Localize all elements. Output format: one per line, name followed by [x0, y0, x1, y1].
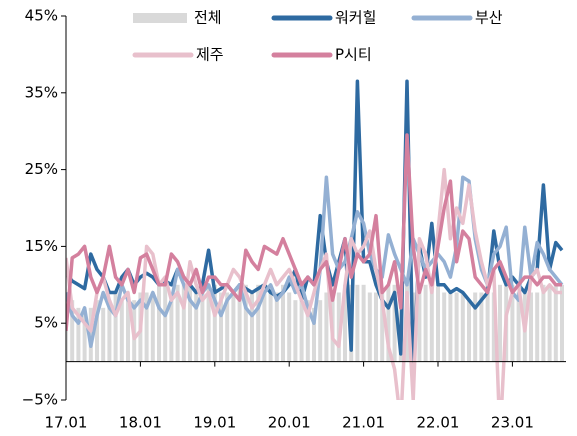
- bar: [287, 292, 292, 362]
- bar: [188, 284, 192, 362]
- bar: [343, 284, 347, 362]
- bar: [237, 284, 242, 362]
- bar: [119, 300, 124, 362]
- bar: [212, 284, 217, 362]
- y-tick-label: 45%: [25, 7, 58, 25]
- bar: [479, 292, 484, 362]
- x-tick-label: 22.01: [417, 414, 460, 432]
- bar: [200, 284, 205, 362]
- bar: [318, 300, 323, 362]
- bar: [392, 284, 397, 362]
- bar: [442, 292, 447, 362]
- bar: [485, 284, 490, 362]
- bar: [107, 300, 112, 362]
- x-tick-label: 20.01: [268, 414, 311, 432]
- bar: [380, 292, 385, 362]
- bar: [219, 292, 223, 362]
- bar: [144, 292, 149, 362]
- y-tick-label: 35%: [25, 83, 58, 101]
- bar: [473, 292, 478, 362]
- x-tick-label: 21.01: [342, 414, 385, 432]
- bar: [454, 292, 459, 362]
- bar: [541, 284, 546, 362]
- bar: [206, 284, 211, 362]
- bar: [126, 300, 130, 362]
- bar: [293, 300, 298, 362]
- bar: [101, 307, 106, 362]
- legend-label: 부산: [475, 9, 503, 27]
- bar: [547, 284, 552, 362]
- bar: [324, 292, 329, 362]
- bar: [367, 292, 372, 362]
- bar: [281, 284, 285, 362]
- bar: [194, 292, 199, 362]
- bar: [560, 284, 564, 362]
- bar: [76, 307, 81, 362]
- legend-label: 전체: [194, 9, 222, 27]
- bar: [175, 284, 180, 362]
- bar: [516, 292, 521, 362]
- bar: [553, 284, 558, 362]
- bar: [423, 284, 428, 362]
- x-tick-label: 17.01: [45, 414, 88, 432]
- bar: [299, 300, 304, 362]
- bar: [491, 292, 496, 362]
- bar: [374, 292, 378, 362]
- bar: [460, 292, 465, 362]
- line: [66, 133, 562, 332]
- bar: [467, 300, 471, 362]
- bar: [250, 292, 254, 362]
- y-tick-label: 5%: [34, 314, 58, 332]
- bar: [231, 292, 236, 362]
- bar: [70, 300, 75, 362]
- bar: [268, 292, 273, 362]
- bar: [113, 292, 118, 362]
- bar: [355, 284, 360, 362]
- bar: [510, 284, 515, 362]
- bar: [66, 307, 68, 362]
- bar: [150, 292, 155, 362]
- bar: [225, 292, 230, 362]
- bar: [169, 292, 174, 362]
- bar: [157, 284, 161, 362]
- x-tick-label: 18.01: [119, 414, 162, 432]
- legend-swatch: [133, 13, 187, 23]
- line: [66, 167, 562, 400]
- y-tick-label: 25%: [25, 160, 58, 178]
- bar: [498, 284, 502, 362]
- bar: [274, 292, 279, 362]
- bar: [386, 284, 391, 362]
- bar: [336, 292, 341, 362]
- bar: [305, 300, 310, 362]
- legend-label: P시티: [335, 46, 372, 64]
- y-tick-label: −5%: [22, 391, 58, 409]
- bar: [163, 284, 168, 362]
- bar: [417, 284, 422, 362]
- bar: [436, 284, 440, 362]
- bar: [429, 284, 434, 362]
- bar: [243, 284, 248, 362]
- bar: [535, 292, 540, 362]
- bar: [312, 307, 316, 362]
- legend-label: 제주: [196, 46, 224, 64]
- x-tick-label: 23.01: [491, 414, 534, 432]
- bar: [361, 284, 366, 362]
- legend-label: 워커힐: [335, 9, 376, 27]
- y-tick-label: 15%: [25, 237, 58, 255]
- bar: [82, 315, 87, 362]
- bar: [181, 284, 186, 362]
- x-tick-label: 19.01: [193, 414, 236, 432]
- bar: [262, 292, 267, 362]
- bar: [88, 307, 93, 362]
- bar: [448, 292, 453, 362]
- bar: [529, 292, 533, 362]
- bar: [95, 300, 99, 362]
- bar: [256, 284, 261, 362]
